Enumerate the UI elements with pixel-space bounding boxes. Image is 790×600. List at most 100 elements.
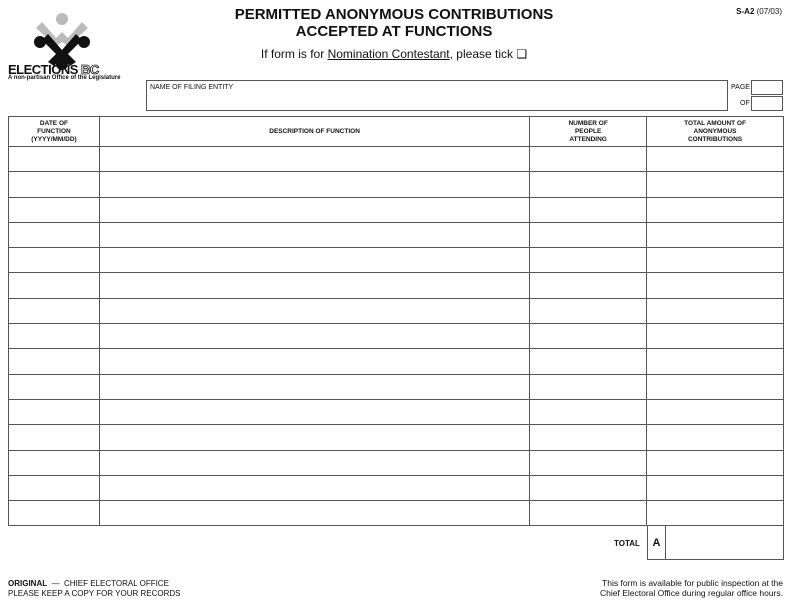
amount-cell[interactable] [646, 474, 784, 502]
table-row [8, 145, 784, 173]
table-row [8, 323, 784, 350]
form-version: (07/03) [756, 7, 782, 16]
date-cell[interactable] [8, 474, 100, 502]
amount-cell[interactable] [646, 449, 784, 476]
col-date: DATE OF FUNCTION (YYYY/MM/DD) [8, 116, 100, 147]
date-cell[interactable] [8, 398, 100, 426]
filing-entity-label: NAME OF FILING ENTITY [150, 84, 234, 91]
table-row [8, 398, 784, 426]
people-cell[interactable] [529, 449, 648, 476]
amount-cell[interactable] [646, 424, 784, 451]
people-cell[interactable] [529, 171, 648, 198]
page-field[interactable] [751, 80, 783, 95]
people-cell[interactable] [529, 398, 648, 426]
amount-cell[interactable] [646, 348, 784, 375]
description-cell[interactable] [98, 474, 531, 502]
date-cell[interactable] [8, 424, 100, 451]
amount-cell[interactable] [646, 500, 784, 527]
brand-name: ELECTIONS BC [8, 62, 100, 78]
brand-bc: BC [81, 62, 100, 78]
description-cell[interactable] [98, 449, 531, 476]
brand-main: ELECTIONS [8, 62, 78, 77]
date-cell[interactable] [8, 196, 100, 223]
nomination-contestant-line: If form is for Nomination Contestant, pl… [200, 47, 588, 61]
description-cell[interactable] [98, 297, 531, 325]
amount-cell[interactable] [646, 373, 784, 400]
nomination-checkbox[interactable]: ❑ [516, 47, 528, 61]
table-row [8, 424, 784, 451]
form-number: S-A2 (07/03) [736, 7, 782, 16]
date-cell[interactable] [8, 348, 100, 375]
description-cell[interactable] [98, 221, 531, 249]
table-row [8, 474, 784, 502]
amount-cell[interactable] [646, 398, 784, 426]
footer-public-line1: This form is available for public inspec… [602, 578, 783, 588]
date-cell[interactable] [8, 297, 100, 325]
date-cell[interactable] [8, 272, 100, 299]
amount-cell[interactable] [646, 297, 784, 325]
title-line2: ACCEPTED AT FUNCTIONS [295, 23, 493, 40]
amount-cell[interactable] [646, 247, 784, 274]
date-cell[interactable] [8, 500, 100, 527]
nomination-prefix: If form is for [260, 47, 328, 61]
people-cell[interactable] [529, 323, 648, 350]
description-cell[interactable] [98, 424, 531, 451]
amount-cell[interactable] [646, 145, 784, 173]
people-cell[interactable] [529, 272, 648, 299]
page-of-field[interactable] [751, 96, 783, 111]
description-cell[interactable] [98, 145, 531, 173]
nomination-label: Nomination Contestant [327, 47, 450, 61]
page-label: PAGE [731, 84, 750, 91]
nomination-suffix: , please tick [449, 47, 514, 61]
date-cell[interactable] [8, 221, 100, 249]
date-cell[interactable] [8, 145, 100, 173]
total-field[interactable]: A [647, 526, 784, 560]
amount-cell[interactable] [646, 323, 784, 350]
people-cell[interactable] [529, 348, 648, 375]
description-cell[interactable] [98, 323, 531, 350]
table-row [8, 221, 784, 249]
table-row [8, 272, 784, 299]
col-description: DESCRIPTION OF FUNCTION [98, 116, 531, 147]
description-cell[interactable] [98, 373, 531, 400]
date-cell[interactable] [8, 449, 100, 476]
col-amount: TOTAL AMOUNT OF ANONYMOUS CONTRIBUTIONS [646, 116, 784, 147]
contributions-table: DATE OF FUNCTION (YYYY/MM/DD) DESCRIPTIO… [8, 116, 784, 527]
people-cell[interactable] [529, 474, 648, 502]
people-cell[interactable] [529, 373, 648, 400]
description-cell[interactable] [98, 196, 531, 223]
footer-right: This form is available for public inspec… [600, 578, 783, 598]
elections-bc-logo [34, 13, 90, 70]
people-cell[interactable] [529, 424, 648, 451]
people-cell[interactable] [529, 145, 648, 173]
people-cell[interactable] [529, 297, 648, 325]
footer-original: ORIGINAL [8, 579, 48, 588]
filing-entity-field[interactable]: NAME OF FILING ENTITY [146, 80, 728, 111]
people-cell[interactable] [529, 196, 648, 223]
title-line1: PERMITTED ANONYMOUS CONTRIBUTIONS [234, 6, 554, 23]
amount-cell[interactable] [646, 196, 784, 223]
description-cell[interactable] [98, 247, 531, 274]
date-cell[interactable] [8, 373, 100, 400]
total-letter: A [648, 526, 666, 559]
description-cell[interactable] [98, 348, 531, 375]
amount-cell[interactable] [646, 221, 784, 249]
date-cell[interactable] [8, 171, 100, 198]
table-row [8, 449, 784, 476]
amount-cell[interactable] [646, 171, 784, 198]
people-cell[interactable] [529, 221, 648, 249]
footer-left: ORIGINAL — CHIEF ELECTORAL OFFICE PLEASE… [8, 579, 181, 599]
total-label: TOTAL [614, 539, 640, 548]
description-cell[interactable] [98, 500, 531, 527]
page-title: PERMITTED ANONYMOUS CONTRIBUTIONS ACCEPT… [200, 6, 588, 40]
people-cell[interactable] [529, 247, 648, 274]
date-cell[interactable] [8, 247, 100, 274]
tagline: A non-partisan Office of the Legislature [8, 75, 121, 81]
description-cell[interactable] [98, 171, 531, 198]
amount-cell[interactable] [646, 272, 784, 299]
description-cell[interactable] [98, 398, 531, 426]
people-cell[interactable] [529, 500, 648, 527]
footer-office: CHIEF ELECTORAL OFFICE [64, 579, 169, 588]
description-cell[interactable] [98, 272, 531, 299]
date-cell[interactable] [8, 323, 100, 350]
